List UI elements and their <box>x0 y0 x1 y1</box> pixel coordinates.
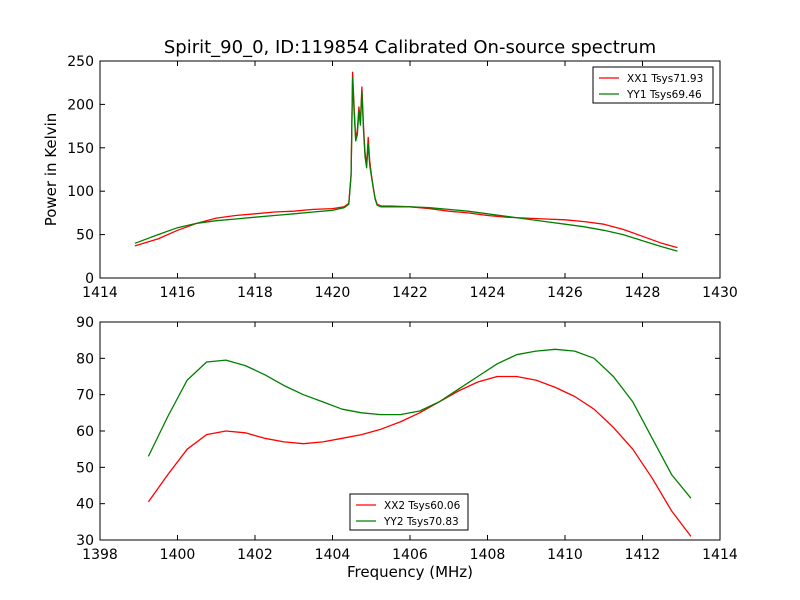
x-tick-label-1-3: 1420 <box>315 285 351 301</box>
legend-box-2 <box>349 493 469 531</box>
x-tick-label-1-4: 1422 <box>392 285 428 301</box>
y-tick-label-2-5: 80 <box>76 351 94 367</box>
legend-label-2-1: XX2 Tsys60.06 <box>384 500 461 512</box>
series-line-2-1 <box>147 375 692 537</box>
y-tick-label-1-2: 100 <box>67 184 94 200</box>
x-tick-label-2-3: 1404 <box>315 547 351 563</box>
legend-2: XX2 Tsys60.06 YY2 Tsys70.83 <box>349 493 469 531</box>
y-tick-label-2-4: 70 <box>76 388 94 404</box>
x-tick-label-1-8: 1430 <box>702 285 738 301</box>
y-tick-label-1-0: 0 <box>85 271 94 287</box>
y-tick-label-1-4: 200 <box>67 97 94 113</box>
legend-box-1 <box>592 66 714 104</box>
x-axis-title-2: Frequency (MHz) <box>347 563 473 581</box>
x-tick-label-2-2: 1402 <box>237 547 273 563</box>
x-tick-label-1-7: 1428 <box>625 285 661 301</box>
y-tick-label-2-1: 40 <box>76 497 94 513</box>
y-tick-label-2-3: 60 <box>76 424 94 440</box>
x-tick-label-1-0: 1414 <box>82 285 118 301</box>
x-tick-label-1-5: 1424 <box>470 285 506 301</box>
y-tick-label-2-2: 50 <box>76 460 94 476</box>
y-tick-label-1-5: 250 <box>67 54 94 70</box>
legend-label-1-1: XX1 Tsys71.93 <box>627 73 703 85</box>
legend-1: XX1 Tsys71.93 YY1 Tsys69.46 <box>592 66 714 104</box>
subplot-2: 1398 1400 1402 1404 1406 1408 1410 1412 1414 30 40… <box>76 315 738 581</box>
x-tick-label-1-2: 1418 <box>237 285 273 301</box>
series-line-1-2 <box>134 77 678 252</box>
y-tick-label-1-3: 150 <box>67 141 94 157</box>
legend-label-2-2: YY2 Tsys70.83 <box>383 516 459 528</box>
legend-label-1-2: YY1 Tsys69.46 <box>626 89 702 101</box>
y-axis-title-1: Power in Kelvin <box>42 113 60 227</box>
x-tick-label-2-1: 1400 <box>160 547 196 563</box>
y-tick-label-2-0: 30 <box>76 533 94 549</box>
y-tick-label-1-1: 50 <box>76 228 94 244</box>
x-tick-label-2-0: 1398 <box>82 547 118 563</box>
figure-title: Spirit_90_0, ID:119854 Calibrated On-sou… <box>164 37 656 58</box>
y-tick-label-2-6: 90 <box>76 315 94 331</box>
x-tick-label-2-7: 1412 <box>625 547 661 563</box>
series-line-2-2 <box>147 348 692 499</box>
subplot-1: 1414 1416 1418 1420 1422 1424 1426 1428 1430 0 50 1… <box>42 54 738 301</box>
x-tick-label-1-6: 1426 <box>547 285 583 301</box>
x-tick-label-2-5: 1408 <box>470 547 506 563</box>
x-tick-label-2-8: 1414 <box>702 547 738 563</box>
x-tick-label-2-6: 1410 <box>547 547 583 563</box>
plots-group: 1414 1416 1418 1420 1422 1424 1426 1428 14300501… <box>42 54 738 581</box>
x-tick-label-2-4: 1406 <box>392 547 428 563</box>
x-tick-label-1-1: 1416 <box>160 285 196 301</box>
